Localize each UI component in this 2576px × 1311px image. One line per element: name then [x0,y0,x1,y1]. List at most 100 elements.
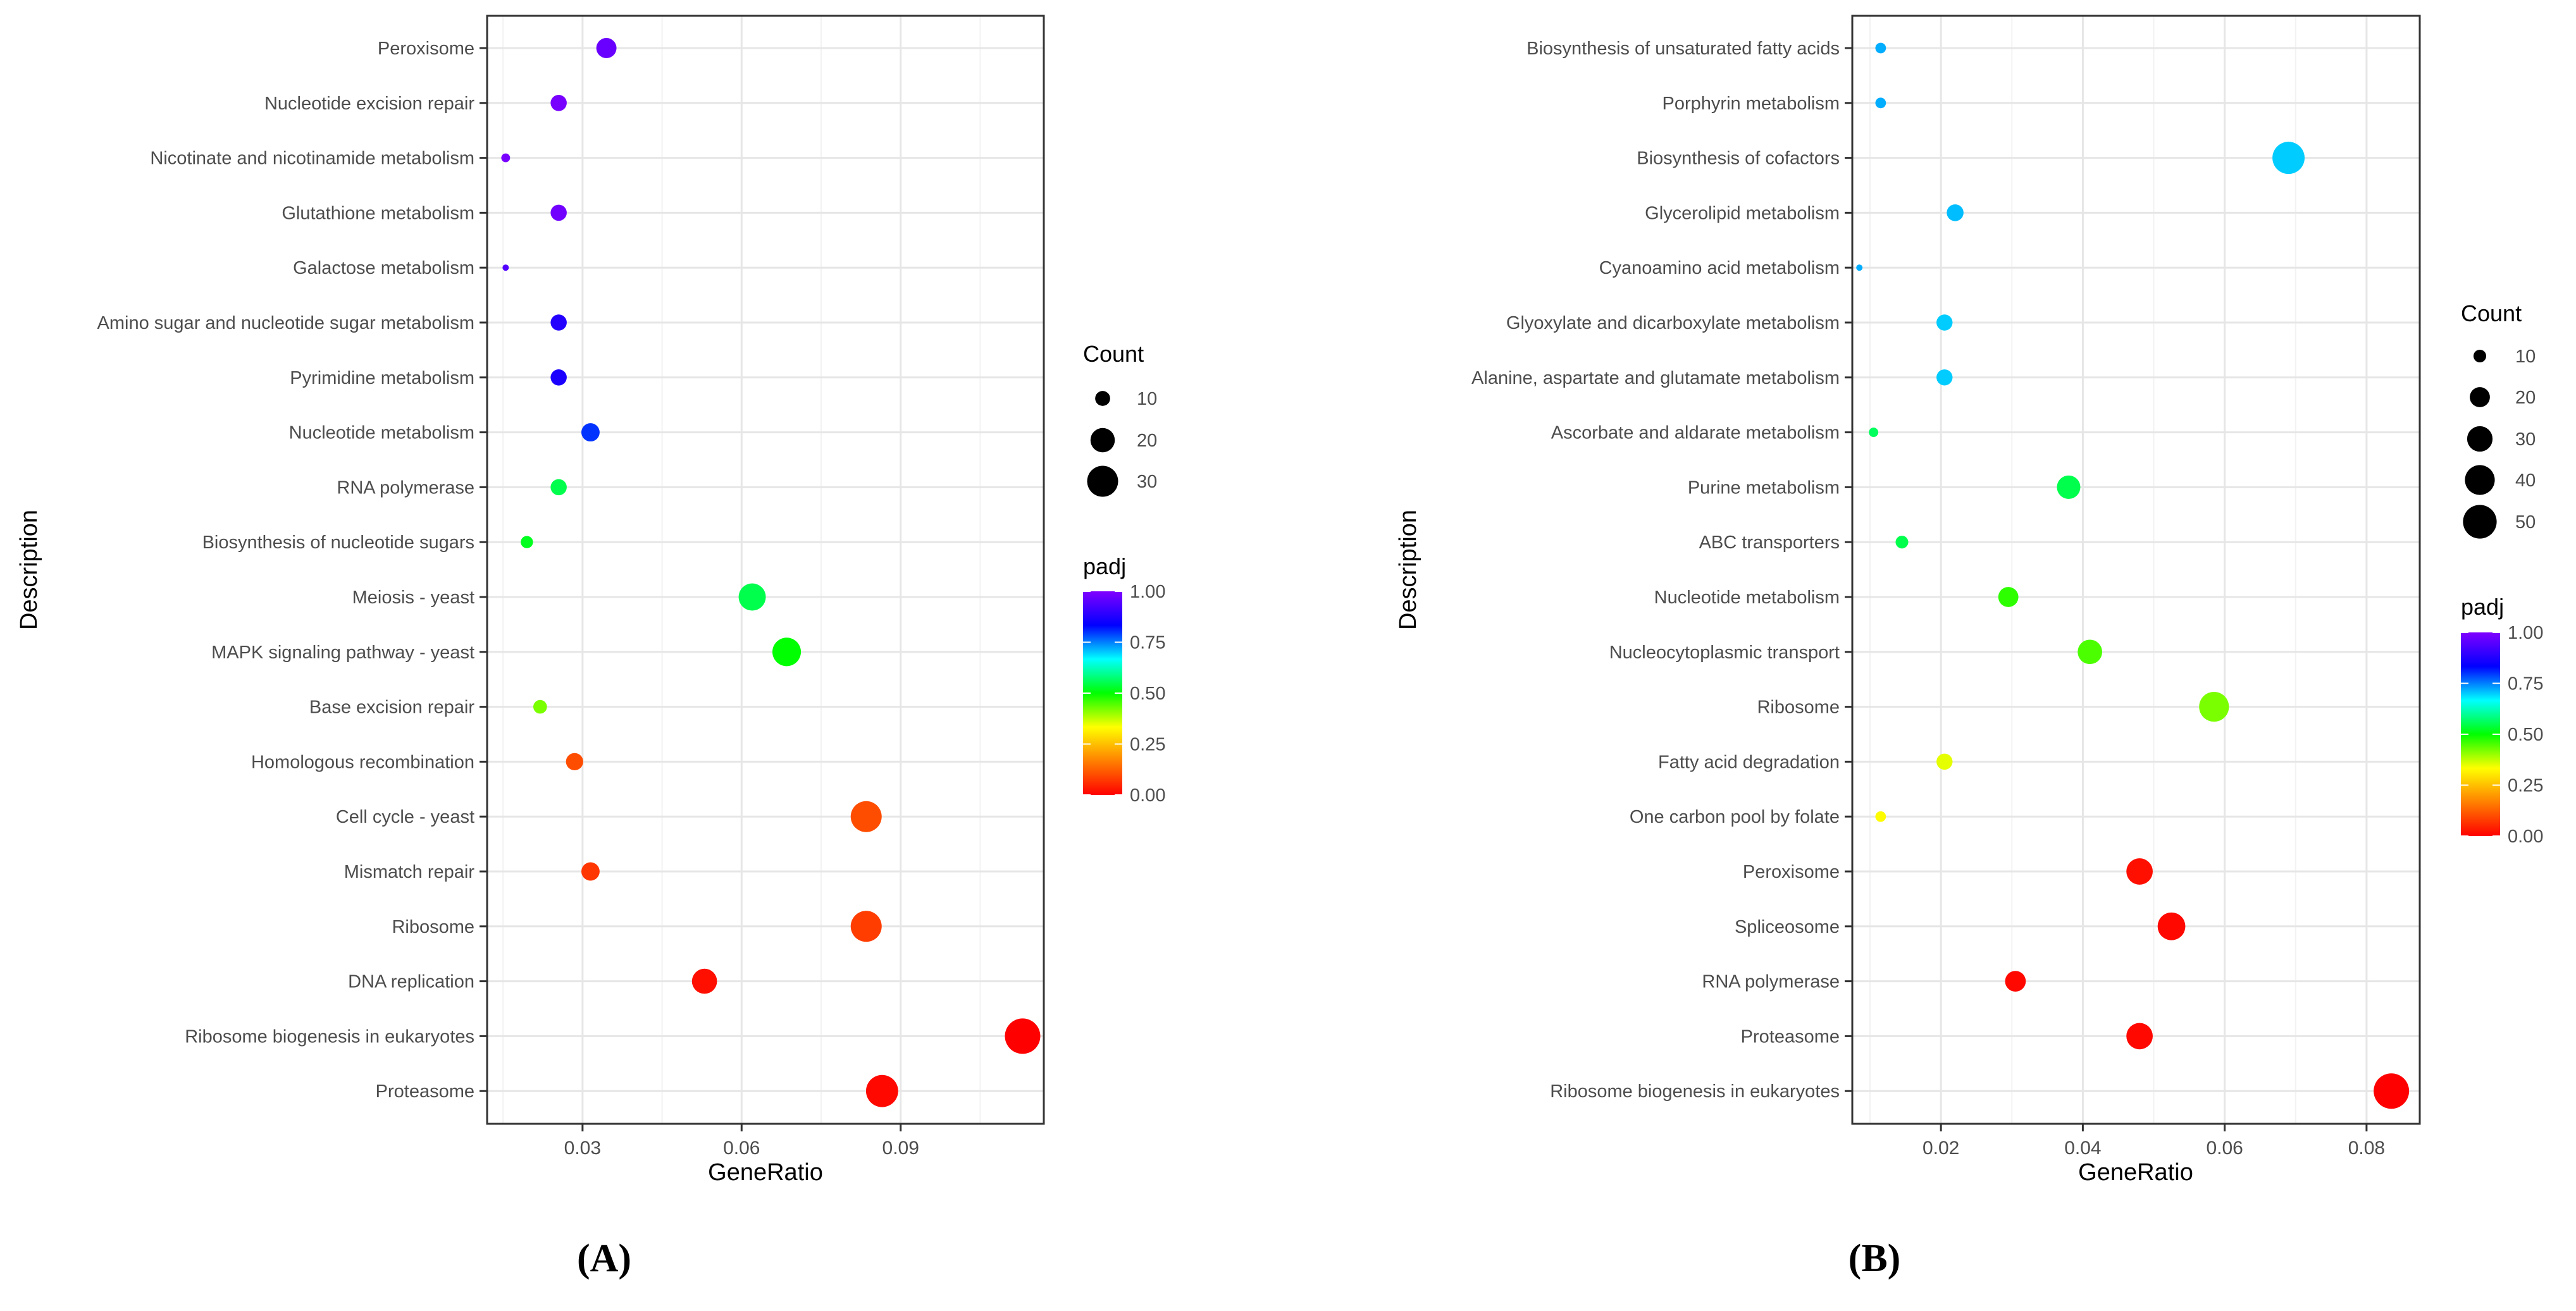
panel-a-x-axis: 0.03 0.06 0.09 [564,1124,919,1159]
panel-a-data-point [738,583,766,611]
panel-a-count-legend-key [1090,428,1115,453]
panel-a-y-tick-label: DNA replication [348,972,474,992]
panel-b-padj-legend-label: 0.75 [2508,674,2543,694]
panel-a-data-point [521,536,533,548]
panel-a-data-point [550,314,567,331]
panel-b-count-legend-key [2463,505,2497,539]
panel-b-data-point [2126,858,2153,885]
panel-b-data-point [2057,475,2081,499]
panel-b-data-point [1869,428,1879,438]
panel-a-y-tick-label: Pyrimidine metabolism [290,368,474,388]
panel-b-x-tick-label: 0.04 [2064,1138,2101,1159]
panel-a-y-tick-label: RNA polymerase [337,477,474,498]
panel-a-x-tick-label: 0.06 [723,1138,760,1159]
panel-a-data-point [850,801,882,832]
panel-a-data-point [1005,1018,1041,1054]
panel-a-y-tick-label: Galactose metabolism [293,258,474,278]
panel-b-padj-legend: padj 0.00 0.25 0.50 0.75 1.00 [2461,594,2543,847]
panel-b-data-point [1895,536,1909,549]
panel-b-count-legend-label: 30 [2515,429,2536,450]
panel-b-points [1856,42,2410,1109]
panel-a-y-tick-label: Nucleotide excision repair [264,94,474,114]
panel-a-data-point [581,862,600,881]
panel-a-count-legend-label: 20 [1137,431,1157,451]
panel-b-y-tick-label: Proteasome [1741,1026,1840,1047]
panel-a-data-point [501,153,511,163]
panel-a-data-point [533,699,547,714]
panel-b-y-tick-label: Spliceosome [1735,917,1840,937]
panel-a-grid [487,16,1044,1124]
panel-b-data-point [1875,42,1886,54]
panel-a-y-tick-label: Meiosis - yeast [352,588,474,608]
panel-b-data-point [1947,204,1964,221]
panel-b-y-tick-label: One carbon pool by folate [1630,807,1840,827]
panel-a-y-tick-label: Peroxisome [378,39,474,59]
panel-a-plot-border [486,15,1045,1125]
panel-b-x-axis-title: GeneRatio [2078,1159,2193,1186]
panel-b-y-tick-label: Glyoxylate and dicarboxylate metabolism [1506,313,1840,333]
panel-b-padj-legend-label: 0.50 [2508,725,2543,745]
panel-a-data-point [772,637,802,667]
panel-a-padj-legend-label: 0.25 [1130,735,1165,755]
panel-a-data-point [691,968,717,994]
panel-a-y-tick-label: Proteasome [376,1081,474,1102]
panel-b-y-tick-label: Ribosome [1757,698,1840,718]
panel-b-count-legend-title: Count [2461,300,2522,326]
panel-a-count-legend: Count 10 20 30 [1083,341,1157,497]
panel-a-label: (A) [577,1237,631,1280]
panel-a-y-tick-label: Nucleotide metabolism [289,423,474,443]
panel-b-y-tick-label: Nucleocytoplasmic transport [1609,643,1840,663]
panel-b-y-tick-label: ABC transporters [1699,532,1840,553]
panel-a-count-legend-key [1095,391,1110,406]
panel-b-data-point [2005,971,2026,992]
panel-a-y-tick-label: MAPK signaling pathway - yeast [211,643,474,663]
panel-a-data-point [502,264,509,271]
panel-b-data-point [2078,639,2102,665]
panel-b-y-axis: Biosynthesis of unsaturated fatty acids P… [1471,39,1852,1102]
panel-b-data-point [1856,264,1863,271]
panel-a-y-axis-title: Description [16,510,42,630]
panel-a-data-point [850,911,882,942]
panel-a-points [501,38,1041,1107]
panel-b-padj-legend-title: padj [2461,594,2504,620]
panel-a-data-point [596,38,617,58]
panel-b-data-point [1875,811,1886,822]
panel-b-count-legend-key [2470,387,2490,407]
panel-a-padj-legend-label: 0.00 [1130,785,1165,806]
panel-b-y-tick-label: Porphyrin metabolism [1663,94,1840,114]
panel-a-data-point [550,95,567,111]
panel-a-y-tick-label: Mismatch repair [344,862,475,882]
panel-a-y-tick-label: Biosynthesis of nucleotide sugars [202,532,474,553]
panel-b-y-tick-label: Biosynthesis of unsaturated fatty acids [1526,39,1840,59]
panel-b-y-tick-label: Alanine, aspartate and glutamate metabol… [1471,368,1840,388]
panel-b-count-legend-label: 10 [2515,347,2536,367]
panel-b-count-legend-key [2473,349,2487,363]
panel-a-data-point [581,423,600,442]
panel-a-padj-legend-title: padj [1083,553,1126,579]
panel-a-y-axis: Peroxisome Nucleotide excision repair Nico… [97,39,487,1102]
panel-a-data-point [550,369,567,386]
panel-b-y-tick-label: Fatty acid degradation [1658,752,1840,772]
panel-b-count-legend: Count 10 20 30 40 50 [2461,300,2536,539]
panel-a-count-legend-label: 10 [1137,389,1157,409]
panel-b-count-legend-key [2467,426,2493,452]
panel-b-y-tick-label: Peroxisome [1743,862,1840,882]
panel-a: Peroxisome Nucleotide excision repair Nico… [16,15,1165,1280]
panel-b-y-tick-label: RNA polymerase [1702,972,1840,992]
panel-b-x-tick-label: 0.02 [1923,1138,1959,1159]
panel-b-count-legend-label: 50 [2515,512,2536,532]
panel-b-y-tick-label: Cyanoamino acid metabolism [1599,258,1840,278]
panel-b-y-tick-label: Glycerolipid metabolism [1645,203,1840,223]
panel-a-y-tick-label: Base excision repair [309,698,474,718]
panel-a-padj-legend-label: 0.50 [1130,684,1165,704]
panel-b-y-tick-label: Ribosome biogenesis in eukaryotes [1550,1081,1840,1102]
panel-b-y-tick-label: Purine metabolism [1688,477,1840,498]
panel-b-x-axis: 0.02 0.04 0.06 0.08 [1923,1124,2385,1159]
panel-a-data-point [865,1074,898,1107]
panel-a-y-tick-label: Cell cycle - yeast [336,807,474,827]
panel-b-data-point [2199,692,2229,722]
panel-a-x-tick-label: 0.03 [564,1138,601,1159]
panel-b-data-point [1875,97,1886,109]
panel-b-padj-legend-label: 0.00 [2508,827,2543,847]
panel-a-data-point [550,479,567,496]
